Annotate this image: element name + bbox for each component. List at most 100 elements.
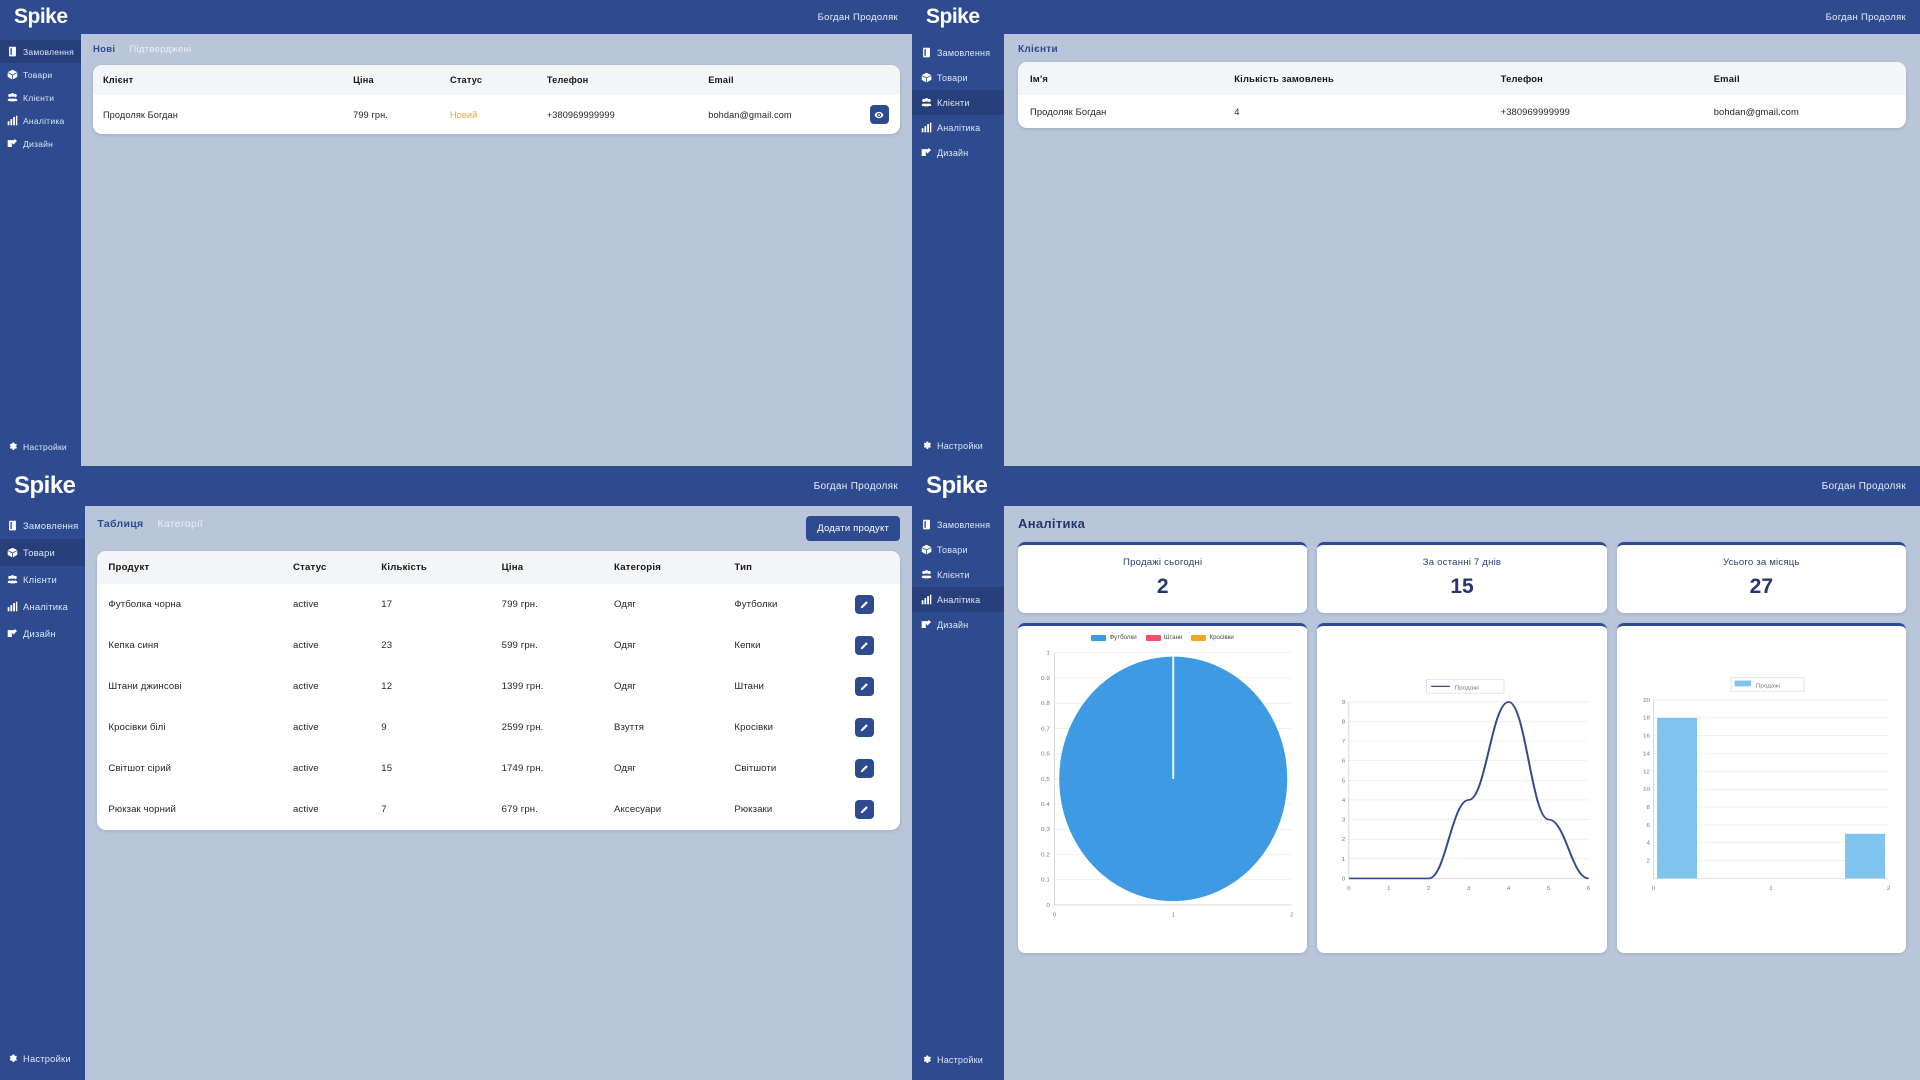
legend-label: Футболки xyxy=(1109,634,1137,641)
sidebar-item-analytics[interactable]: Аналітика xyxy=(912,587,1004,612)
legend-item[interactable]: Футболки xyxy=(1091,634,1137,641)
legend-item[interactable]: Штани xyxy=(1145,634,1182,641)
box-icon xyxy=(921,544,932,555)
cell-qty: 12 xyxy=(381,681,393,692)
svg-text:3: 3 xyxy=(1342,818,1346,823)
design-icon xyxy=(7,628,18,639)
sidebar-label: Настройки xyxy=(937,440,983,451)
edit-product-button[interactable] xyxy=(854,636,874,655)
edit-product-button[interactable] xyxy=(854,759,874,778)
sidebar-item-products[interactable]: Товари xyxy=(0,539,86,566)
sidebar-label: Аналітика xyxy=(23,115,65,126)
app-logo[interactable]: Spike xyxy=(926,5,980,28)
view-order-button[interactable] xyxy=(869,105,889,124)
users-icon xyxy=(921,97,932,108)
user-name[interactable]: Богдан Продоляк xyxy=(1821,480,1906,492)
sidebar-item-design[interactable]: Дизайн xyxy=(0,132,81,155)
app-logo[interactable]: Spike xyxy=(926,472,988,499)
legend-item[interactable]: Кросівки xyxy=(1191,634,1234,641)
col-email: Email xyxy=(1713,73,1740,84)
orders-icon xyxy=(7,46,18,57)
sidebar-item-design[interactable]: Дизайн xyxy=(912,612,1004,637)
sidebar-item-analytics[interactable]: Аналітика xyxy=(0,593,85,620)
sidebar-item-settings[interactable]: Настройки xyxy=(912,1047,1004,1072)
sidebar-item-analytics[interactable]: Аналітика xyxy=(912,115,1004,140)
user-name[interactable]: Богдан Продоляк xyxy=(813,480,898,492)
table-row[interactable]: Штани джинсові active 12 1399 грн. Одяг Штани xyxy=(97,666,900,707)
cell-actions xyxy=(844,748,900,789)
sidebar-item-design[interactable]: Дизайн xyxy=(912,140,1004,165)
sidebar-item-orders[interactable]: Замовлення xyxy=(912,512,1004,537)
sidebar-item-orders[interactable]: Замовлення xyxy=(0,40,81,63)
pencil-icon xyxy=(861,723,869,731)
table-row[interactable]: Продоляк Богдан 4 +380969999999 bohdan@g… xyxy=(1018,95,1906,128)
cell-status: active xyxy=(293,804,319,815)
svg-text:9: 9 xyxy=(1342,700,1346,705)
sidebar-item-settings[interactable]: Настройки xyxy=(0,435,81,458)
cell-qty: 7 xyxy=(381,804,387,815)
cell-status: active xyxy=(293,722,319,733)
table-row[interactable]: Рюкзак чорний active 7 679 грн. Аксесуари Рюк… xyxy=(97,789,900,830)
sidebar-item-design[interactable]: Дизайн xyxy=(0,620,85,647)
cell-category: Аксесуари xyxy=(614,804,662,815)
stat-cards: Продажі сьогодні 2 За останні 7 днів 15 … xyxy=(1018,542,1906,613)
cell-type: Кросівки xyxy=(734,722,774,733)
sidebar-label: Товари xyxy=(23,69,53,80)
sidebar: Замовлення Товари Клієнти Аналітика Диза… xyxy=(912,34,1004,466)
tab-confirmed-orders[interactable]: Підтверджені xyxy=(129,44,192,55)
bar-chart-icon xyxy=(921,122,932,133)
app-logo[interactable]: Spike xyxy=(14,5,68,28)
gear-icon xyxy=(921,1054,932,1065)
edit-product-button[interactable] xyxy=(854,677,874,696)
cell-qty: 17 xyxy=(381,599,393,610)
tab-categories[interactable]: Категорії xyxy=(157,517,203,530)
sidebar-item-clients[interactable]: Клієнти xyxy=(0,86,81,109)
col-type: Тип xyxy=(734,562,753,573)
sidebar-item-products[interactable]: Товари xyxy=(912,65,1004,90)
sidebar-item-products[interactable]: Товари xyxy=(912,537,1004,562)
svg-text:2: 2 xyxy=(1290,913,1294,918)
sidebar-item-settings[interactable]: Настройки xyxy=(912,433,1004,458)
sidebar-item-settings[interactable]: Настройки xyxy=(0,1045,85,1072)
tab-table[interactable]: Таблиця xyxy=(97,517,144,530)
edit-product-button[interactable] xyxy=(854,718,874,737)
sidebar-item-products[interactable]: Товари xyxy=(0,63,81,86)
pencil-icon xyxy=(861,641,869,649)
svg-text:0.5: 0.5 xyxy=(1041,777,1050,782)
table-row[interactable]: Продоляк Богдан 799 грн. Новий +38096999… xyxy=(93,95,900,134)
sidebar-item-clients[interactable]: Клієнти xyxy=(0,566,85,593)
sidebar-label: Дизайн xyxy=(937,619,969,630)
app-logo[interactable]: Spike xyxy=(14,472,76,499)
orders-table-card: Клієнт Ціна Статус Телефон Email Продоля… xyxy=(92,65,900,134)
tab-new-orders[interactable]: Нові xyxy=(92,44,116,55)
svg-text:12: 12 xyxy=(1643,770,1650,775)
sidebar-label: Настройки xyxy=(937,1054,983,1065)
edit-product-button[interactable] xyxy=(854,595,874,614)
col-actions xyxy=(844,551,900,584)
col-phone: Телефон xyxy=(1500,73,1544,84)
orders-table: Клієнт Ціна Статус Телефон Email Продоля… xyxy=(92,65,900,134)
stat-label: За останні 7 днів xyxy=(1422,557,1502,568)
table-row[interactable]: Кросівки білі active 9 2599 грн. Взуття Кросі… xyxy=(97,707,900,748)
sidebar-item-orders[interactable]: Замовлення xyxy=(912,40,1004,65)
user-name[interactable]: Богдан Продоляк xyxy=(817,11,898,23)
sidebar-label: Аналітика xyxy=(937,122,981,133)
table-row[interactable]: Світшот сірий active 15 1749 грн. Одяг Світшо… xyxy=(97,748,900,789)
svg-text:1: 1 xyxy=(1171,913,1175,918)
sidebar-item-clients[interactable]: Клієнти xyxy=(912,90,1004,115)
pencil-icon xyxy=(861,764,869,772)
sidebar-label: Замовлення xyxy=(937,47,991,58)
svg-text:0.1: 0.1 xyxy=(1041,878,1050,883)
sidebar-label: Аналітика xyxy=(23,601,69,612)
table-row[interactable]: Футболка чорна active 17 799 грн. Одяг Футбол… xyxy=(97,584,900,625)
sidebar-item-orders[interactable]: Замовлення xyxy=(0,512,85,539)
edit-product-button[interactable] xyxy=(854,800,874,819)
svg-text:0: 0 xyxy=(1347,886,1351,891)
users-icon xyxy=(7,92,18,103)
table-row[interactable]: Кепка синя active 23 599 грн. Одяг Кепки xyxy=(97,625,900,666)
user-name[interactable]: Богдан Продоляк xyxy=(1825,11,1906,23)
col-category: Категорія xyxy=(614,562,662,573)
sidebar-item-analytics[interactable]: Аналітика xyxy=(0,109,81,132)
add-product-button[interactable]: Додати продукт xyxy=(806,516,900,541)
sidebar-item-clients[interactable]: Клієнти xyxy=(912,562,1004,587)
